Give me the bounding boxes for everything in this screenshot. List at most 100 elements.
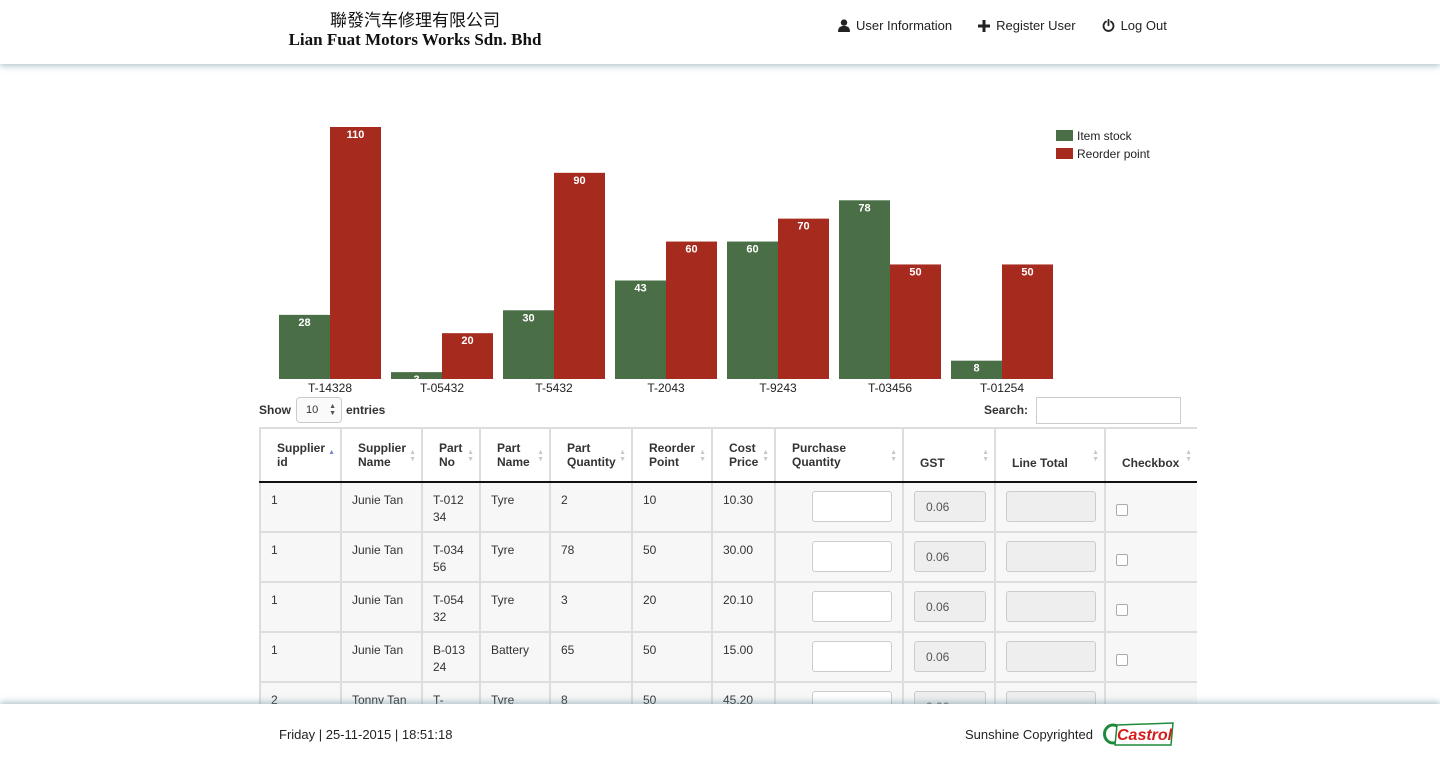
table-row: 1 Junie Tan T-01234 Tyre 2 10 10.30 0.06 xyxy=(259,481,1197,533)
purchase-quantity-input[interactable] xyxy=(812,591,892,622)
cell-checkbox xyxy=(1104,631,1197,683)
cell-cost-price: 30.00 xyxy=(711,531,776,583)
power-icon xyxy=(1102,19,1114,32)
reorder-point-bar xyxy=(666,241,717,379)
cell-purchase-quantity xyxy=(774,631,904,683)
legend-swatch xyxy=(1056,130,1073,141)
show-label: Show xyxy=(259,403,291,417)
header-gst[interactable]: GST ▲ ▼ xyxy=(902,427,996,483)
header-part-quantity[interactable]: Part Quantity ▲ ▼ xyxy=(549,427,633,483)
x-tick-label: T-05432 xyxy=(420,381,464,395)
header-line-total[interactable]: Line Total ▲ ▼ xyxy=(994,427,1106,483)
plus-icon xyxy=(978,19,991,32)
user-icon xyxy=(838,19,850,32)
header-part-no[interactable]: Part No ▲ ▼ xyxy=(421,427,481,483)
line-total-field xyxy=(1006,541,1096,572)
table-body: 1 Junie Tan T-01234 Tyre 2 10 10.30 0.06 1 Junie … xyxy=(259,481,1197,704)
x-tick-label: T-14328 xyxy=(308,381,352,395)
cell-reorder-point: 20 xyxy=(631,581,713,633)
gst-field: 0.06 xyxy=(914,641,986,672)
sort-asc-icon: ▲ xyxy=(328,449,335,456)
table-controls: Show 10 ▲ ▼ entries Search: xyxy=(259,396,1181,424)
entries-label: entries xyxy=(346,403,386,417)
register-user-label: Register User xyxy=(996,18,1076,33)
bar-value-label: 90 xyxy=(573,175,585,187)
reorder-point-bar xyxy=(778,218,829,379)
item-stock-bar xyxy=(951,360,1002,379)
cell-reorder-point: 50 xyxy=(631,631,713,683)
cell-part-name: Tyre xyxy=(479,581,551,633)
cell-checkbox xyxy=(1104,581,1197,633)
line-total-field xyxy=(1006,691,1096,704)
cell-purchase-quantity xyxy=(774,581,904,633)
purchase-quantity-input[interactable] xyxy=(812,541,892,572)
cell-part-quantity: 3 xyxy=(549,581,633,633)
parts-table-container: Supplier id ▲ Supplier Name ▲ ▼ Part No ▲ ▼ Part… xyxy=(259,427,1197,704)
top-header: 聯發汽车修理有限公司 Lian Fuat Motors Works Sdn. B… xyxy=(0,0,1440,64)
company-brand: 聯發汽车修理有限公司 Lian Fuat Motors Works Sdn. B… xyxy=(265,11,565,49)
search-input[interactable] xyxy=(1036,397,1181,424)
cell-part-no: T-03456 xyxy=(421,531,481,583)
cell-reorder-point: 50 xyxy=(631,681,713,704)
bar-value-label: 110 xyxy=(347,129,365,141)
header-checkbox[interactable]: Checkbox ▲ ▼ xyxy=(1104,427,1197,483)
cell-reorder-point: 50 xyxy=(631,531,713,583)
item-stock-bar xyxy=(727,241,778,379)
cell-line-total xyxy=(994,531,1106,583)
reorder-point-bar xyxy=(890,264,941,379)
footer: Friday | 25-11-2015 | 18:51:18 Sunshine … xyxy=(0,704,1440,757)
user-information-link[interactable]: User Information xyxy=(838,18,952,33)
cell-checkbox xyxy=(1104,481,1197,533)
row-checkbox[interactable] xyxy=(1116,654,1128,666)
row-checkbox[interactable] xyxy=(1116,554,1128,566)
cell-gst: 0.06 xyxy=(902,581,996,633)
row-checkbox[interactable] xyxy=(1116,604,1128,616)
bar-value-label: 30 xyxy=(522,312,534,324)
cell-checkbox xyxy=(1104,531,1197,583)
purchase-quantity-input[interactable] xyxy=(812,641,892,672)
entries-select[interactable]: 10 ▲ ▼ xyxy=(296,397,342,423)
cell-gst: 0.06 xyxy=(902,681,996,704)
cell-purchase-quantity xyxy=(774,681,904,704)
bar-value-label: 60 xyxy=(685,244,697,256)
cell-gst: 0.06 xyxy=(902,481,996,533)
item-stock-bar xyxy=(391,372,442,379)
top-nav: User Information Register User Log Out xyxy=(838,18,1167,33)
legend-label: Item stock xyxy=(1077,129,1133,143)
bar-value-label: 60 xyxy=(746,244,758,256)
x-tick-label: T-5432 xyxy=(535,381,573,395)
header-supplier-name[interactable]: Supplier Name ▲ ▼ xyxy=(340,427,423,483)
cell-supplier-name: Junie Tan xyxy=(340,481,423,533)
cell-part-quantity: 8 xyxy=(549,681,633,704)
cell-checkbox xyxy=(1104,681,1197,704)
header-supplier-id[interactable]: Supplier id ▲ xyxy=(259,427,342,483)
cell-part-no: B-01324 xyxy=(421,631,481,683)
purchase-quantity-input[interactable] xyxy=(812,691,892,704)
cell-supplier-id: 1 xyxy=(259,631,342,683)
header-part-name[interactable]: Part Name ▲ ▼ xyxy=(479,427,551,483)
cell-gst: 0.06 xyxy=(902,631,996,683)
search-label: Search: xyxy=(984,403,1029,417)
sort-icon: ▲ ▼ xyxy=(890,449,897,463)
cell-cost-price: 10.30 xyxy=(711,481,776,533)
cell-purchase-quantity xyxy=(774,481,904,533)
cell-part-quantity: 78 xyxy=(549,531,633,583)
table-row: 1 Junie Tan B-01324 Battery 65 50 15.00 0.06 xyxy=(259,631,1197,683)
cell-line-total xyxy=(994,681,1106,704)
cell-supplier-id: 1 xyxy=(259,531,342,583)
reorder-point-bar xyxy=(442,333,493,379)
purchase-quantity-input[interactable] xyxy=(812,491,892,522)
log-out-link[interactable]: Log Out xyxy=(1102,18,1167,33)
cell-part-name: Tyre xyxy=(479,481,551,533)
register-user-link[interactable]: Register User xyxy=(978,18,1076,33)
bar-value-label: 78 xyxy=(858,202,870,214)
header-cost-price[interactable]: Cost Price ▲ ▼ xyxy=(711,427,776,483)
header-reorder-point[interactable]: Reorder Point ▲ ▼ xyxy=(631,427,713,483)
cell-supplier-name: Junie Tan xyxy=(340,631,423,683)
row-checkbox[interactable] xyxy=(1116,504,1128,516)
brand-chinese-name: 聯發汽车修理有限公司 xyxy=(330,11,500,30)
reorder-point-bar xyxy=(330,127,381,379)
bar-value-label: 28 xyxy=(298,317,310,329)
header-purchase-quantity[interactable]: Purchase Quantity ▲ ▼ xyxy=(774,427,904,483)
cell-part-no: T-05432 xyxy=(421,581,481,633)
